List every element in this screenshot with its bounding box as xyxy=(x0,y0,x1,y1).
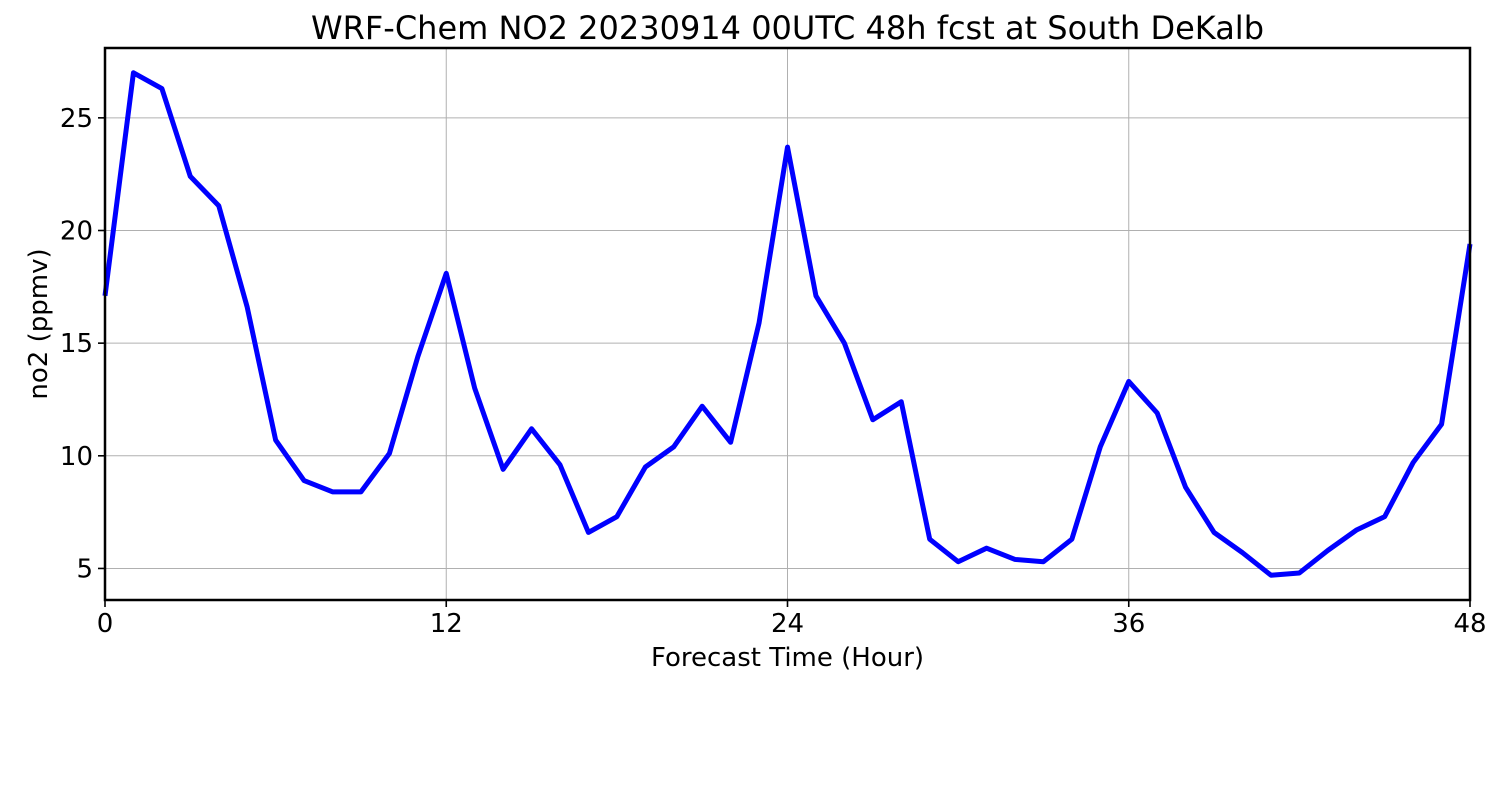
chart-title: WRF-Chem NO2 20230914 00UTC 48h fcst at … xyxy=(311,9,1264,47)
y-tick-label: 25 xyxy=(60,104,93,134)
tick-layer: 0 12 24 36 48 5 10 15 20 25 xyxy=(60,104,1487,639)
x-tick-label: 24 xyxy=(771,609,804,639)
y-axis-label: no2 (ppmv) xyxy=(24,248,54,399)
x-tick-label: 36 xyxy=(1112,609,1145,639)
series-line-no2 xyxy=(102,70,1473,578)
y-tick-label: 15 xyxy=(60,329,93,359)
y-tick-label: 10 xyxy=(60,442,93,472)
x-axis-label: Forecast Time (Hour) xyxy=(651,643,924,673)
x-tick-label: 12 xyxy=(430,609,463,639)
series-layer xyxy=(102,70,1473,578)
x-tick-label: 0 xyxy=(97,609,114,639)
y-tick-label: 5 xyxy=(76,554,93,584)
x-tick-label: 48 xyxy=(1453,609,1486,639)
grid-layer xyxy=(104,48,1471,600)
y-tick-label: 20 xyxy=(60,216,93,246)
